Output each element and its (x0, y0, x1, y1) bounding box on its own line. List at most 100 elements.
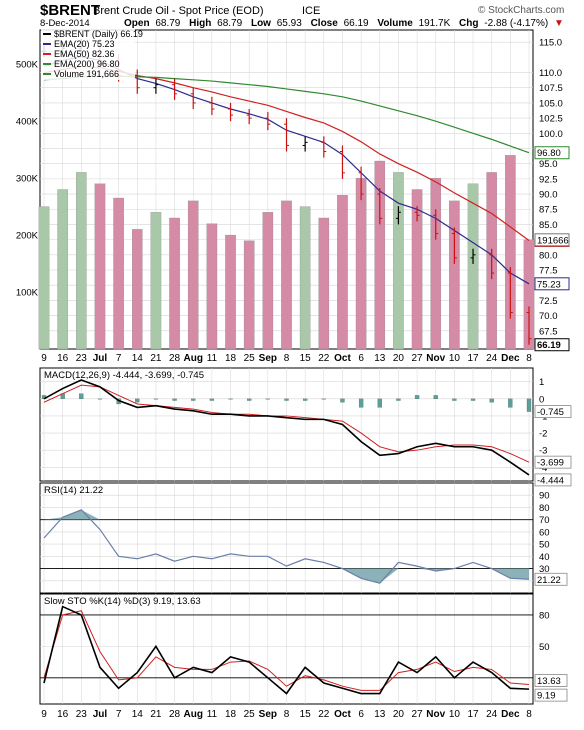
open-label: Open (124, 18, 150, 29)
low-label: Low (251, 18, 271, 29)
x-axis-label-bottom: 15 (300, 709, 312, 720)
volume-label: Volume (377, 18, 413, 29)
price-tag-box (534, 338, 570, 352)
volume-bar (243, 240, 255, 350)
price-axis-label: 67.5 (539, 326, 558, 337)
slow-sto-panel: 80502013.639.19 (39, 593, 568, 705)
volume-bar (262, 212, 274, 350)
volume-axis-label: 200K (16, 231, 39, 242)
x-axis-label: 28 (169, 353, 181, 364)
x-axis-label: Jul (93, 353, 108, 364)
macd-histogram-bar (303, 398, 308, 401)
price-axis-label: 110.0 (539, 68, 562, 79)
volume-bar (467, 183, 479, 350)
price-axis-label: 80.0 (539, 250, 558, 261)
panel-macd-axis-label: -3 (539, 446, 547, 457)
x-axis-label-bottom: 18 (225, 709, 237, 720)
x-axis-label: Sep (259, 353, 277, 364)
macd-title: MACD(12,26,9) -4.444, -3.699, -0.745 (44, 370, 204, 381)
volume-bar (94, 183, 106, 350)
macd-histogram-bar (433, 395, 438, 399)
volume-bar (281, 200, 292, 350)
chg-value: -2.88 (-4.17%) (484, 18, 548, 29)
x-axis-label: 8 (284, 353, 290, 364)
volume-bar (449, 200, 460, 350)
x-axis-label: 20 (393, 353, 405, 364)
volume-bar (430, 177, 442, 350)
chg-label: Chg (459, 18, 478, 29)
price-tag-box (534, 233, 570, 247)
x-axis-label-bottom: 8 (526, 709, 532, 720)
watermark: © StockCharts.com (478, 5, 564, 16)
sto-title: Slow STO %K(14) %D(3) 9.19, 13.63 (44, 596, 201, 607)
x-axis-label: Dec (501, 353, 520, 364)
open-value: 68.79 (155, 18, 180, 29)
macd-histogram-bar (247, 398, 252, 401)
volume-bar (150, 212, 162, 350)
x-axis-label-bottom: 21 (150, 709, 162, 720)
macd-tag-box (534, 473, 572, 487)
volume-bar (299, 206, 311, 350)
close-label: Close (311, 18, 339, 29)
price-tag-box (534, 146, 570, 160)
legend-entry: EMA(50) 82.36 (54, 49, 115, 59)
x-axis-label-bottom: 9 (41, 709, 47, 720)
x-axis-label-bottom: 8 (284, 709, 290, 720)
macd-tag: -0.745 (537, 407, 564, 418)
panel-macd-axis-label: 1 (539, 377, 544, 388)
x-axis-label: 7 (116, 353, 122, 364)
rsi-overbought-fill (44, 517, 63, 520)
price-axis-label: 95.0 (539, 159, 558, 170)
macd-histogram-bar (396, 398, 401, 401)
volume-bar (505, 155, 516, 350)
x-axis-label-bottom: 7 (116, 709, 122, 720)
price-axis-label: 92.5 (539, 174, 558, 185)
x-axis-label: 23 (76, 353, 88, 364)
exchange: ICE (302, 5, 320, 17)
macd-histogram-bar (172, 398, 177, 401)
volume-axis-label: 300K (16, 174, 39, 185)
macd-tag: -3.699 (537, 458, 564, 469)
panel-rsi-axis-label: 30 (539, 564, 550, 575)
rsi-oversold-fill (361, 568, 380, 584)
x-axis-label: Nov (426, 353, 445, 364)
volume-axis-label: 100K (16, 288, 39, 299)
volume-bar (411, 189, 423, 350)
macd-histogram-bar (508, 398, 513, 408)
volume-bar (38, 206, 50, 350)
symbol: $BRENT (40, 2, 100, 19)
x-axis-label-bottom: Aug (184, 709, 203, 720)
price-axis-label: 72.5 (539, 296, 558, 307)
panel-macd-axis-label: -2 (539, 429, 547, 440)
panel-rsi-axis-label: 90 (539, 491, 550, 502)
x-axis: 9 16 23 Jul 7 14 21 28 Aug 11 18 25 Sep 8 15 22 Oct 6 13 20… (41, 353, 532, 720)
macd-histogram-bar (321, 398, 326, 400)
panel-rsi-axis-label: 40 (539, 552, 550, 563)
x-axis-label-bottom: 25 (244, 709, 256, 720)
x-axis-label-bottom: 16 (57, 709, 69, 720)
macd-tag-box (534, 455, 572, 469)
macd-histogram-bar (191, 398, 196, 401)
legend-entry: $BRENT (Daily) 66.19 (54, 29, 143, 39)
x-axis-label-bottom: 10 (449, 709, 461, 720)
rsi-tag: 21.22 (537, 575, 561, 586)
x-axis-label: 24 (486, 353, 498, 364)
legend-entry: Volume 191,666 (54, 69, 119, 79)
high-label: High (189, 18, 211, 29)
volume-bar (318, 217, 330, 350)
price-tag: 75.23 (537, 279, 561, 290)
x-axis-label-bottom: Nov (426, 709, 445, 720)
quote-date: 8-Dec-2014 (40, 18, 90, 29)
x-axis-label: 8 (526, 353, 532, 364)
x-axis-label-bottom: 13 (374, 709, 386, 720)
x-axis-label-bottom: 6 (358, 709, 364, 720)
x-axis-label: 14 (132, 353, 144, 364)
rsi-oversold-fill (379, 568, 399, 584)
panel-rsi-axis-label: 50 (539, 540, 550, 551)
macd-histogram-bar (358, 398, 364, 408)
price-axis-label: 102.5 (539, 114, 563, 125)
volume-axis-label: 500K (16, 60, 39, 71)
down-arrow-icon: ▼ (554, 18, 564, 29)
x-axis-label: 22 (318, 353, 330, 364)
